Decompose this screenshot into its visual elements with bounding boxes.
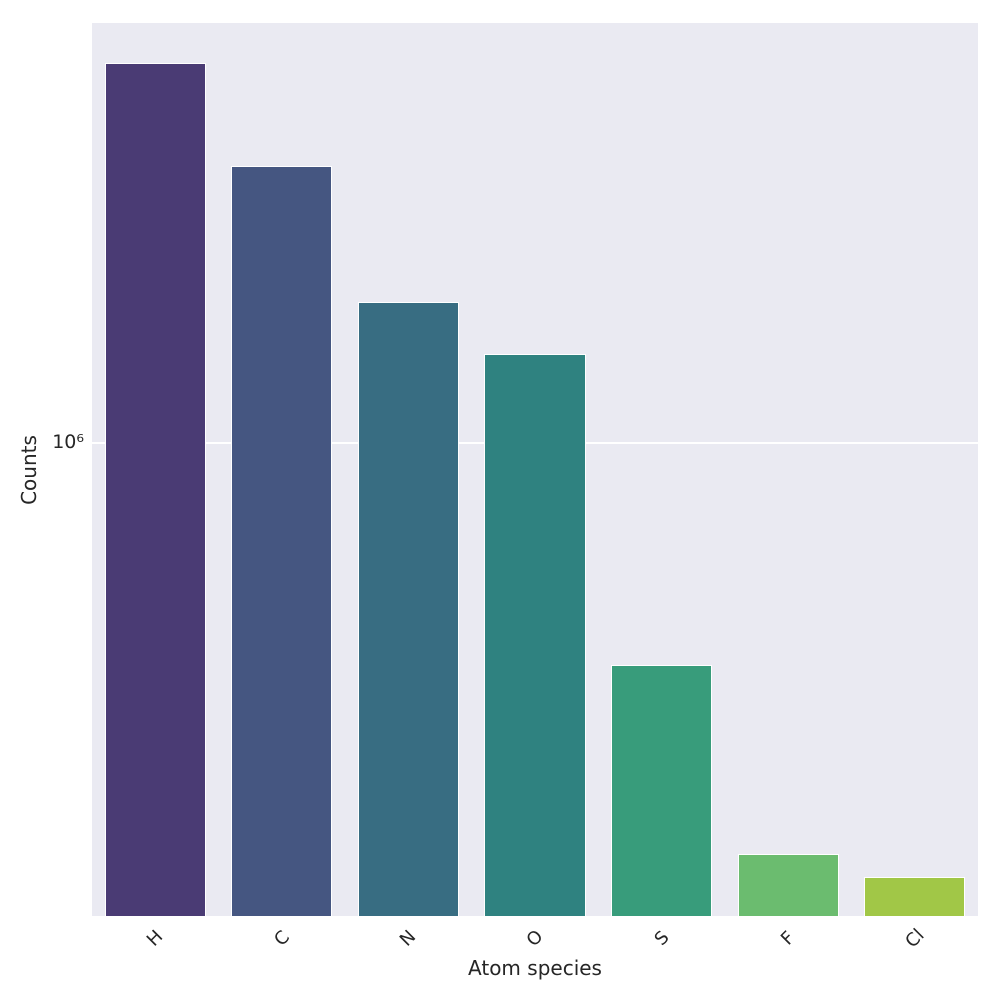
- x-tick-H: H: [143, 926, 168, 951]
- x-tick-O: O: [522, 926, 548, 951]
- x-tick-F: F: [777, 927, 800, 950]
- bar-C: [231, 166, 333, 916]
- plot-area: [92, 23, 978, 916]
- bar-H: [104, 63, 206, 916]
- bar-Cl: [864, 876, 966, 916]
- bar-F: [737, 854, 839, 916]
- bar-S: [610, 664, 713, 916]
- bar-O: [484, 354, 586, 916]
- x-axis-label: Atom species: [468, 956, 602, 980]
- x-tick-S: S: [650, 927, 674, 950]
- x-tick-C: C: [269, 926, 294, 951]
- x-tick-N: N: [396, 926, 421, 951]
- y-tick-10⁶: 10⁶: [52, 431, 84, 454]
- x-tick-Cl: Cl: [901, 924, 929, 953]
- bar-N: [357, 301, 460, 916]
